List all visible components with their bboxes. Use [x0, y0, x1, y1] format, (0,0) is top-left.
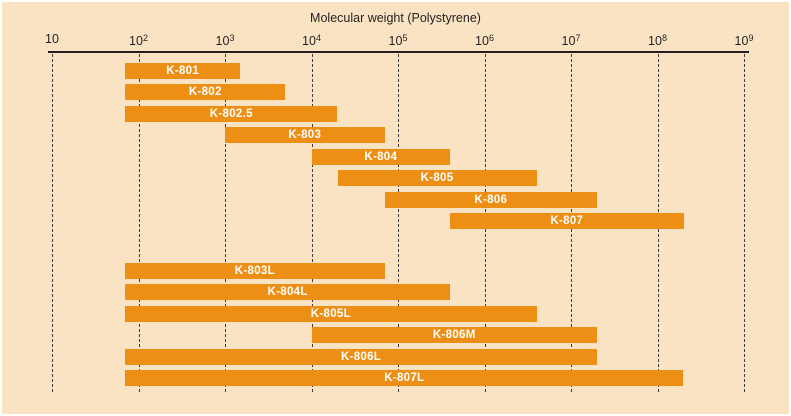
- bar-label: K-805: [420, 172, 454, 184]
- bar-label: K-804L: [267, 286, 308, 298]
- bar-K-807L: K-807L: [125, 370, 684, 386]
- bar-label: K-801: [166, 65, 200, 77]
- gridline: [744, 54, 745, 392]
- bar-label: K-804: [364, 151, 398, 163]
- bar-K-805L: K-805L: [125, 306, 537, 322]
- gridline: [225, 54, 226, 392]
- axis-tick-label: 108: [648, 33, 667, 49]
- gridline: [138, 54, 140, 392]
- bar-K-806: K-806: [384, 192, 597, 208]
- bar-K-804: K-804: [311, 149, 451, 165]
- bar-K-807: K-807: [450, 213, 684, 229]
- bar-label: K-806M: [432, 329, 476, 341]
- bar-label: K-802.5: [209, 108, 253, 120]
- axis-tick-label: 10: [45, 32, 59, 46]
- bar-label: K-806L: [340, 351, 382, 363]
- gridline: [311, 54, 313, 392]
- bar-label: K-803L: [234, 265, 275, 277]
- axis-tick-label: 109: [734, 33, 754, 49]
- bar-K-802: K-802: [125, 84, 286, 100]
- bar-K-806L: K-806L: [125, 349, 597, 365]
- bar-K-801: K-801: [125, 63, 241, 79]
- gridline: [52, 54, 53, 392]
- bar-K-805: K-805: [337, 170, 537, 186]
- x-axis-line: [48, 51, 749, 53]
- axis-tick-label: 106: [475, 33, 494, 49]
- gridline: [398, 54, 399, 392]
- axis-tick-label: 107: [561, 33, 581, 49]
- bar-label: K-802: [188, 86, 222, 98]
- axis-tick-label: 103: [215, 33, 235, 49]
- axis-tick-label: 105: [388, 33, 408, 49]
- bar-label: K-803: [288, 129, 322, 141]
- bar-K-806M: K-806M: [311, 327, 597, 343]
- bar-K-803L: K-803L: [125, 263, 385, 279]
- bar-label: K-806: [474, 194, 508, 206]
- bar-label: K-807: [550, 215, 584, 227]
- axis-tick-label: 104: [302, 33, 321, 49]
- bar-K-802.5: K-802.5: [125, 106, 338, 122]
- bar-label: K-805L: [310, 308, 351, 320]
- bar-K-803: K-803: [225, 127, 385, 143]
- axis-tick-label: 102: [129, 33, 148, 49]
- bar-label: K-807L: [384, 372, 425, 384]
- chart-title: Molecular weight (Polystyrene): [310, 11, 481, 25]
- bar-K-804L: K-804L: [125, 284, 451, 300]
